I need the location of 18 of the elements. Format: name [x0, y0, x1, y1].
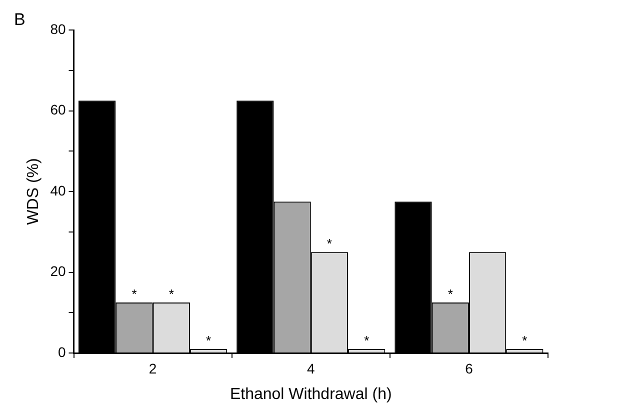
y-axis-title: WDS (%) [25, 158, 42, 225]
y-tick-label: 80 [50, 20, 66, 37]
data-label: * [132, 286, 137, 302]
x-tick-label: 4 [306, 360, 315, 376]
y-tick-label: 0 [58, 344, 66, 360]
x-tick-label: 2 [148, 360, 157, 376]
data-label: * [168, 286, 174, 302]
text: B [14, 10, 26, 30]
data-label: * [448, 286, 453, 302]
y-tick-label: 20 [50, 263, 66, 280]
x-tick-label: 6 [465, 360, 474, 376]
data-label: * [364, 333, 370, 348]
data-label: * [206, 333, 212, 348]
data-label: * [326, 236, 332, 252]
data-label: * [522, 333, 528, 348]
x-axis-title: Ethanol Withdrawal (h) [230, 386, 392, 403]
y-tick-label: 60 [50, 102, 66, 118]
y-tick-label: 40 [50, 182, 66, 198]
